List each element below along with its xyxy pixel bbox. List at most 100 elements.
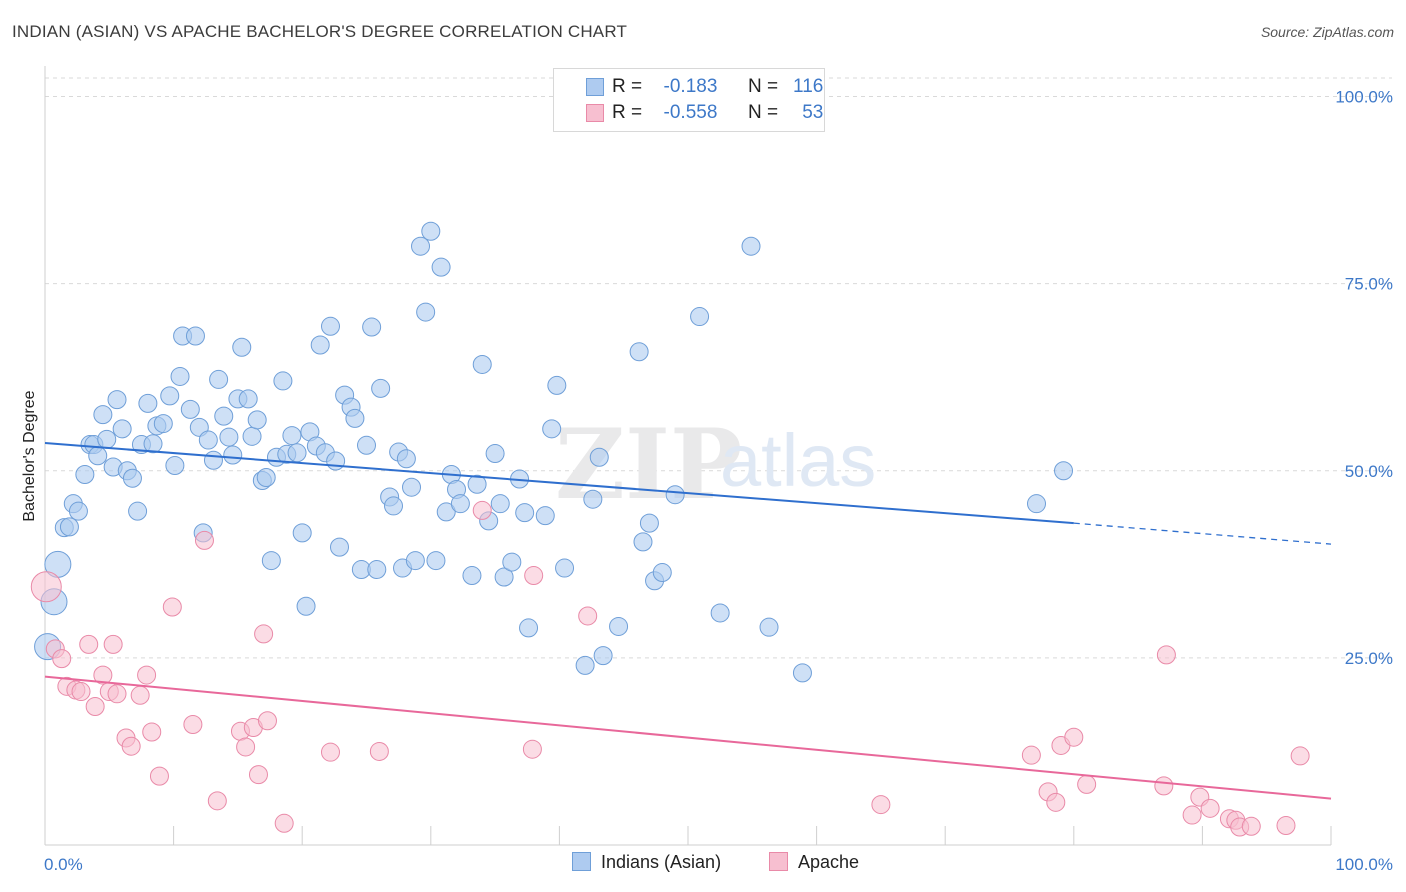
point-indians-asian — [122, 468, 142, 488]
point-indians-asian — [88, 446, 108, 466]
point-apache — [522, 739, 542, 759]
point-apache — [1290, 746, 1310, 766]
point-indians-asian — [203, 450, 223, 470]
trend-line-indians-asian — [44, 442, 1074, 525]
point-apache — [254, 624, 274, 644]
point-indians-asian — [292, 523, 312, 543]
n-value: 53 — [802, 102, 824, 123]
point-apache — [1021, 745, 1041, 765]
point-indians-asian — [485, 444, 505, 464]
point-indians-asian — [214, 406, 234, 426]
point-indians-asian — [128, 501, 148, 521]
point-indians-asian — [68, 501, 88, 521]
point-indians-asian — [792, 663, 812, 683]
y-axis-label: Bachelor's Degree — [21, 390, 38, 521]
point-indians-asian — [362, 317, 382, 337]
point-apache — [79, 634, 99, 654]
point-indians-asian — [371, 378, 391, 398]
point-apache — [248, 765, 268, 785]
point-apache — [85, 697, 105, 717]
point-indians-asian — [547, 375, 567, 395]
point-indians-asian — [310, 335, 330, 355]
point-indians-asian — [219, 427, 239, 447]
point-indians-asian — [170, 366, 190, 386]
point-indians-asian — [223, 445, 243, 465]
point-indians-asian — [185, 326, 205, 346]
r-label: R = — [612, 102, 643, 123]
point-indians-asian — [282, 426, 302, 446]
y-tick-label: 25.0% — [1345, 649, 1393, 668]
pink-swatch-icon — [586, 104, 604, 122]
point-indians-asian — [287, 443, 307, 463]
point-apache — [524, 566, 544, 586]
point-indians-asian — [153, 414, 173, 434]
point-apache — [149, 766, 169, 786]
point-apache — [1182, 805, 1202, 825]
point-indians-asian — [450, 494, 470, 514]
watermark-zip: ZIP — [555, 408, 742, 521]
stats-row-indians: R = -0.183 N = 116 — [586, 76, 824, 102]
point-indians-asian — [462, 566, 482, 586]
point-indians-asian — [138, 393, 158, 413]
point-indians-asian — [1054, 461, 1074, 481]
legend-item-apache: Apache — [769, 852, 859, 873]
point-indians-asian — [416, 302, 436, 322]
point-indians-asian — [583, 489, 603, 509]
n-value: 116 — [793, 76, 824, 97]
legend-label: Apache — [798, 852, 860, 872]
point-indians-asian — [741, 236, 761, 256]
point-indians-asian — [165, 456, 185, 476]
point-indians-asian — [690, 307, 710, 327]
point-indians-asian — [639, 513, 659, 533]
x-tick-labels: 0.0% 100.0% — [44, 855, 1393, 874]
point-apache — [1200, 798, 1220, 818]
point-apache — [121, 736, 141, 756]
source-label: Source: ZipAtlas.com — [1260, 24, 1394, 40]
point-indians-asian — [402, 477, 422, 497]
x-tick-label: 0.0% — [44, 855, 83, 874]
point-apache — [472, 500, 492, 520]
point-indians-asian — [411, 236, 431, 256]
point-indians-asian — [502, 552, 522, 572]
point-indians-asian — [112, 419, 132, 439]
point-apache — [130, 685, 150, 705]
point-indians-asian — [296, 596, 316, 616]
point-indians-asian — [247, 410, 267, 430]
axes — [44, 66, 1332, 846]
point-indians-asian — [238, 389, 258, 409]
point-apache — [257, 711, 277, 731]
y-tick-label: 75.0% — [1345, 275, 1393, 294]
point-apache — [30, 571, 62, 603]
chart-title: INDIAN (ASIAN) VS APACHE BACHELOR'S DEGR… — [12, 22, 628, 41]
stats-row-apache: R = -0.558 N = 53 — [586, 102, 824, 128]
point-apache — [1064, 727, 1084, 747]
point-apache — [1276, 816, 1296, 836]
point-indians-asian — [97, 429, 117, 449]
point-apache — [1046, 792, 1066, 812]
point-apache — [71, 682, 91, 702]
point-indians-asian — [232, 337, 252, 357]
point-apache — [162, 597, 182, 617]
grid-lines — [45, 77, 1392, 659]
point-indians-asian — [759, 617, 779, 637]
point-apache — [1154, 776, 1174, 796]
trend-line-apache — [44, 675, 1332, 800]
point-apache — [1077, 774, 1097, 794]
point-indians-asian — [75, 464, 95, 484]
y-tick-label: 50.0% — [1345, 462, 1393, 481]
point-indians-asian — [198, 430, 218, 450]
point-indians-asian — [59, 517, 79, 537]
point-indians-asian — [575, 655, 595, 675]
r-value: -0.183 — [663, 76, 718, 97]
point-indians-asian — [519, 618, 539, 638]
stats-legend: R = -0.183 N = 116 R = -0.558 N = 53 — [553, 68, 825, 132]
point-apache — [103, 634, 123, 654]
point-apache — [578, 606, 598, 626]
point-indians-asian — [384, 496, 404, 516]
n-label: N = — [747, 102, 779, 123]
y-tick-labels: 25.0% 50.0% 75.0% 100.0% — [1335, 88, 1393, 668]
point-indians-asian — [396, 449, 416, 469]
point-indians-asian — [421, 221, 441, 241]
point-indians-asian — [326, 451, 346, 471]
point-apache — [236, 737, 256, 757]
